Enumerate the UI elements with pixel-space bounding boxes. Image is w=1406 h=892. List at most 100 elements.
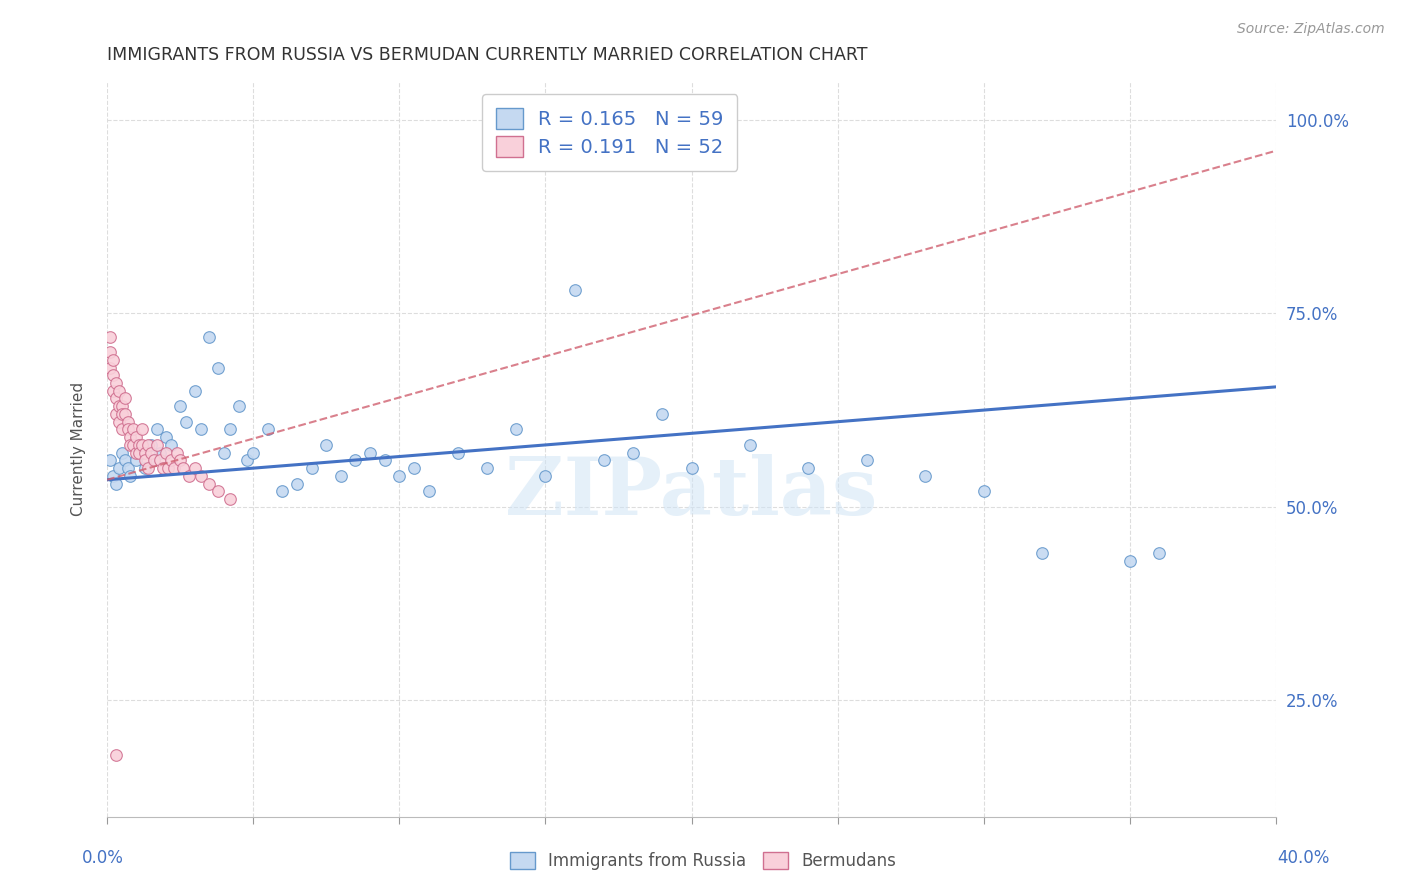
- Point: [101, 368, 124, 383]
- Point: [131, 422, 153, 436]
- Point: [564, 283, 586, 297]
- Point: [207, 484, 229, 499]
- Point: [651, 407, 673, 421]
- Point: [184, 384, 207, 398]
- Point: [190, 422, 212, 436]
- Point: [120, 430, 142, 444]
- Point: [136, 461, 159, 475]
- Point: [117, 415, 139, 429]
- Point: [125, 438, 148, 452]
- Point: [101, 469, 124, 483]
- Point: [1147, 546, 1170, 560]
- Point: [388, 469, 411, 483]
- Point: [104, 392, 127, 406]
- Point: [131, 438, 153, 452]
- Point: [114, 392, 136, 406]
- Point: [344, 453, 367, 467]
- Point: [120, 438, 142, 452]
- Point: [914, 469, 936, 483]
- Point: [710, 128, 733, 143]
- Point: [198, 329, 221, 343]
- Point: [256, 422, 278, 436]
- Point: [172, 461, 194, 475]
- Point: [475, 461, 498, 475]
- Point: [111, 422, 134, 436]
- Point: [98, 360, 121, 375]
- Point: [190, 469, 212, 483]
- Point: [418, 484, 440, 499]
- Point: [104, 476, 127, 491]
- Point: [301, 461, 323, 475]
- Point: [856, 453, 879, 467]
- Point: [242, 445, 264, 459]
- Point: [155, 445, 177, 459]
- Point: [163, 461, 186, 475]
- Point: [285, 476, 308, 491]
- Point: [114, 407, 136, 421]
- Point: [128, 445, 150, 459]
- Point: [402, 461, 425, 475]
- Point: [593, 453, 616, 467]
- Point: [359, 445, 381, 459]
- Point: [218, 422, 240, 436]
- Point: [374, 453, 396, 467]
- Point: [152, 461, 174, 475]
- Point: [139, 445, 162, 459]
- Point: [104, 747, 127, 762]
- Point: [174, 415, 197, 429]
- Point: [157, 461, 180, 475]
- Point: [131, 445, 153, 459]
- Point: [149, 445, 172, 459]
- Point: [681, 461, 703, 475]
- Point: [101, 384, 124, 398]
- Point: [142, 453, 165, 467]
- Point: [271, 484, 294, 499]
- Point: [315, 438, 337, 452]
- Text: 40.0%: 40.0%: [1277, 849, 1330, 867]
- Point: [139, 438, 162, 452]
- Point: [198, 476, 221, 491]
- Point: [149, 453, 172, 467]
- Point: [104, 407, 127, 421]
- Point: [98, 345, 121, 359]
- Point: [1031, 546, 1053, 560]
- Point: [101, 352, 124, 367]
- Point: [98, 329, 121, 343]
- Point: [738, 438, 761, 452]
- Point: [447, 445, 470, 459]
- Point: [145, 422, 167, 436]
- Point: [169, 453, 191, 467]
- Legend: R = 0.165   N = 59, R = 0.191   N = 52: R = 0.165 N = 59, R = 0.191 N = 52: [482, 95, 737, 171]
- Point: [329, 469, 352, 483]
- Point: [212, 445, 235, 459]
- Point: [111, 445, 134, 459]
- Point: [120, 469, 142, 483]
- Point: [534, 469, 557, 483]
- Point: [1119, 554, 1142, 568]
- Text: Source: ZipAtlas.com: Source: ZipAtlas.com: [1237, 22, 1385, 37]
- Point: [136, 438, 159, 452]
- Point: [142, 453, 165, 467]
- Point: [134, 461, 156, 475]
- Point: [107, 461, 129, 475]
- Point: [125, 445, 148, 459]
- Point: [145, 438, 167, 452]
- Point: [111, 407, 134, 421]
- Point: [107, 384, 129, 398]
- Point: [117, 461, 139, 475]
- Point: [122, 422, 145, 436]
- Point: [169, 399, 191, 413]
- Point: [218, 492, 240, 507]
- Point: [166, 445, 188, 459]
- Text: ZIPatlas: ZIPatlas: [506, 454, 877, 532]
- Point: [122, 438, 145, 452]
- Point: [236, 453, 259, 467]
- Point: [505, 422, 527, 436]
- Legend: Immigrants from Russia, Bermudans: Immigrants from Russia, Bermudans: [503, 845, 903, 877]
- Point: [125, 430, 148, 444]
- Point: [184, 461, 207, 475]
- Y-axis label: Currently Married: Currently Married: [72, 382, 86, 516]
- Point: [177, 469, 200, 483]
- Point: [128, 438, 150, 452]
- Point: [107, 399, 129, 413]
